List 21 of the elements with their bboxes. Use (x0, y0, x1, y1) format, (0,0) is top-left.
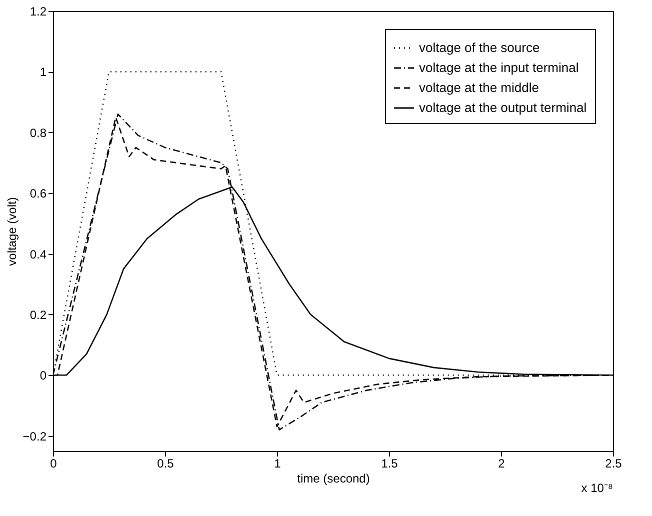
y-axis-title: voltage (volt) (4, 197, 19, 266)
x-tick-label: 1.5 (381, 456, 398, 470)
x-tick-label: 0.5 (157, 456, 174, 470)
legend-label: voltage at the input terminal (419, 60, 579, 75)
y-tick-label: 1.2 (30, 4, 47, 18)
y-tick-label: 1 (40, 65, 47, 80)
legend-label: voltage of the source (419, 40, 540, 55)
x-tick-label: 1 (274, 456, 282, 470)
x-tick-label: 2.5 (605, 456, 622, 470)
x-tick-label: 0 (50, 456, 58, 470)
y-tick-label: 0 (40, 368, 47, 383)
y-tick-label: 0.8 (30, 126, 47, 140)
legend-label: voltage at the output terminal (419, 100, 587, 115)
y-tick-label: 0.6 (30, 186, 47, 201)
text: x 10⁻⁸ (581, 481, 613, 495)
y-tick-label: −0.2 (22, 429, 47, 444)
y-tick-label: 0.2 (30, 308, 47, 322)
x-tick-label: 2 (498, 456, 506, 470)
y-tick-label: 0.4 (30, 247, 47, 262)
x-axis-title: time (second) (297, 472, 370, 486)
legend-label: voltage at the middle (419, 80, 539, 95)
